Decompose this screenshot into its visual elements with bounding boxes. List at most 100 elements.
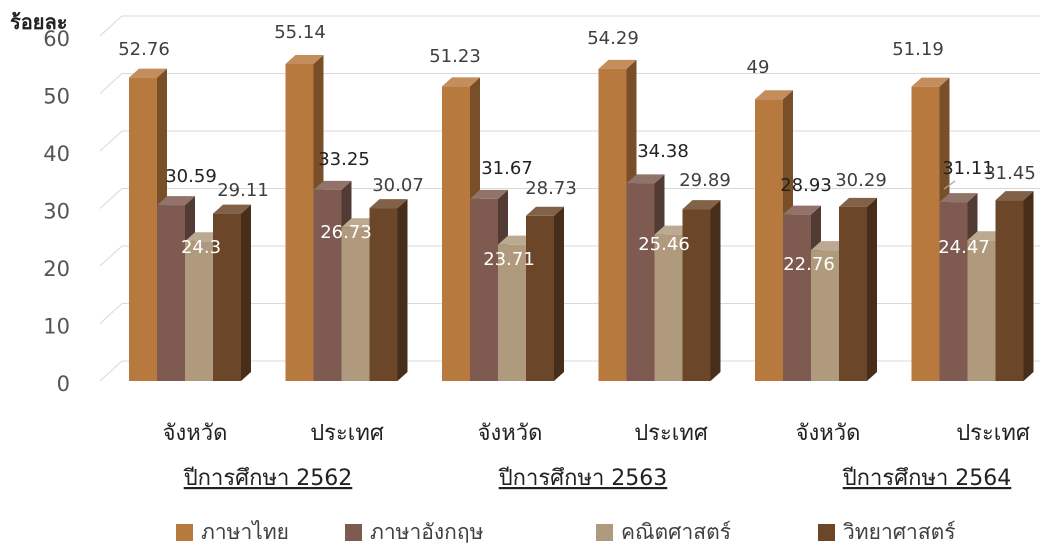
- bar-top: [129, 68, 167, 78]
- legend-label-math: คณิตศาสตร์: [621, 520, 732, 544]
- bar: [213, 213, 241, 381]
- bar-top: [470, 189, 508, 199]
- data-label: 28.93: [780, 175, 832, 196]
- x-category-label: ประเทศ: [310, 421, 384, 446]
- bar: [285, 63, 314, 381]
- bar-side: [1023, 191, 1034, 381]
- data-label: 31.11: [942, 158, 994, 179]
- bar-top: [369, 199, 408, 209]
- data-label: 23.71: [483, 249, 535, 270]
- x-group-label: ปีการศึกษา 2562: [183, 466, 353, 491]
- bar-top: [157, 196, 195, 206]
- data-label: 30.29: [835, 170, 887, 191]
- y-tick-label: 30: [43, 200, 70, 224]
- data-label: 52.76: [118, 39, 170, 60]
- bar-top: [755, 90, 793, 100]
- y-axis-title: ร้อยละ: [10, 10, 68, 34]
- legend-item-science: วิทยาศาสตร์: [818, 516, 956, 549]
- data-label: 34.38: [637, 141, 689, 162]
- bar: [755, 99, 783, 381]
- bar: [470, 198, 498, 381]
- bar: [783, 214, 811, 381]
- bar-top: [598, 59, 637, 69]
- bar-top: [939, 193, 978, 203]
- x-group-label: ปีการศึกษา 2564: [842, 466, 1012, 491]
- gridline-depth: [99, 303, 123, 324]
- y-tick-label: 10: [43, 315, 70, 339]
- data-label: 55.14: [274, 22, 326, 43]
- data-label: 51.19: [892, 39, 944, 60]
- data-label: 31.45: [984, 163, 1036, 184]
- data-label: 24.3: [181, 237, 221, 258]
- legend-label-thai: ภาษาไทย: [201, 520, 289, 544]
- bar: [185, 241, 213, 381]
- data-label: 29.11: [217, 180, 269, 201]
- gridline-depth: [99, 15, 123, 37]
- legend-label-science: วิทยาศาสตร์: [843, 520, 956, 544]
- bar: [811, 250, 839, 381]
- label-leader-line: [943, 180, 956, 190]
- data-label: 29.89: [679, 170, 731, 191]
- bar: [995, 200, 1024, 381]
- bar: [839, 206, 867, 381]
- y-tick-label: 50: [43, 85, 70, 109]
- bar: [682, 209, 711, 381]
- bar-side: [710, 200, 721, 381]
- data-label: 28.73: [525, 178, 577, 199]
- bar-top: [442, 77, 480, 87]
- legend-item-thai: ภาษาไทย: [176, 516, 289, 549]
- gridline-depth: [99, 245, 123, 267]
- bar: [939, 202, 968, 381]
- bar: [598, 68, 627, 382]
- bar: [313, 189, 342, 381]
- bar-top: [626, 174, 665, 184]
- data-label: 24.47: [938, 237, 990, 258]
- data-label: 31.67: [481, 158, 533, 179]
- x-group-label: ปีการศึกษา 2563: [498, 466, 668, 491]
- bar-top: [911, 77, 950, 87]
- y-tick-label: 60: [43, 27, 70, 51]
- data-label: 30.59: [165, 166, 217, 187]
- data-label: 54.29: [587, 28, 639, 49]
- bar: [442, 86, 470, 382]
- x-category-label: จังหวัด: [796, 421, 861, 446]
- bar-side: [554, 206, 564, 381]
- data-label: 30.07: [372, 175, 424, 196]
- gridline-depth: [99, 360, 123, 382]
- legend-label-english: ภาษาอังกฤษ: [370, 520, 484, 544]
- bar-top: [213, 204, 251, 214]
- bar: [526, 215, 554, 381]
- data-label: 51.23: [429, 46, 481, 67]
- bar: [626, 183, 655, 381]
- x-category-label: จังหวัด: [163, 421, 228, 446]
- bar: [157, 205, 185, 381]
- bar: [967, 240, 996, 381]
- y-tick-label: 40: [43, 142, 70, 166]
- data-label: 33.25: [318, 149, 370, 170]
- bar-top: [313, 180, 352, 190]
- bar-top: [995, 191, 1034, 201]
- legend-swatch-math: [596, 524, 613, 541]
- y-tick-label: 0: [57, 372, 70, 396]
- x-category-label: ประเทศ: [956, 421, 1030, 446]
- bar: [369, 208, 398, 381]
- x-category-label: ประเทศ: [634, 421, 708, 446]
- gridline-depth: [99, 130, 123, 152]
- data-label: 26.73: [320, 222, 372, 243]
- bar: [654, 234, 683, 381]
- bar-side: [397, 199, 408, 381]
- bar: [911, 86, 940, 381]
- legend-item-english: ภาษาอังกฤษ: [345, 516, 483, 549]
- data-label: 49: [747, 57, 770, 78]
- bar: [498, 244, 526, 381]
- y-tick-label: 20: [43, 257, 70, 281]
- legend-swatch-thai: [176, 524, 193, 541]
- legend: ภาษาไทย ภาษาอังกฤษ คณิตศาสตร์ วิทยาศาสตร…: [0, 516, 1054, 546]
- bar-side: [241, 204, 251, 381]
- data-label: 22.76: [783, 254, 835, 275]
- bar-top: [285, 54, 324, 64]
- bar-top: [839, 197, 877, 207]
- legend-item-math: คณิตศาสตร์: [596, 516, 731, 549]
- bar: [341, 227, 370, 381]
